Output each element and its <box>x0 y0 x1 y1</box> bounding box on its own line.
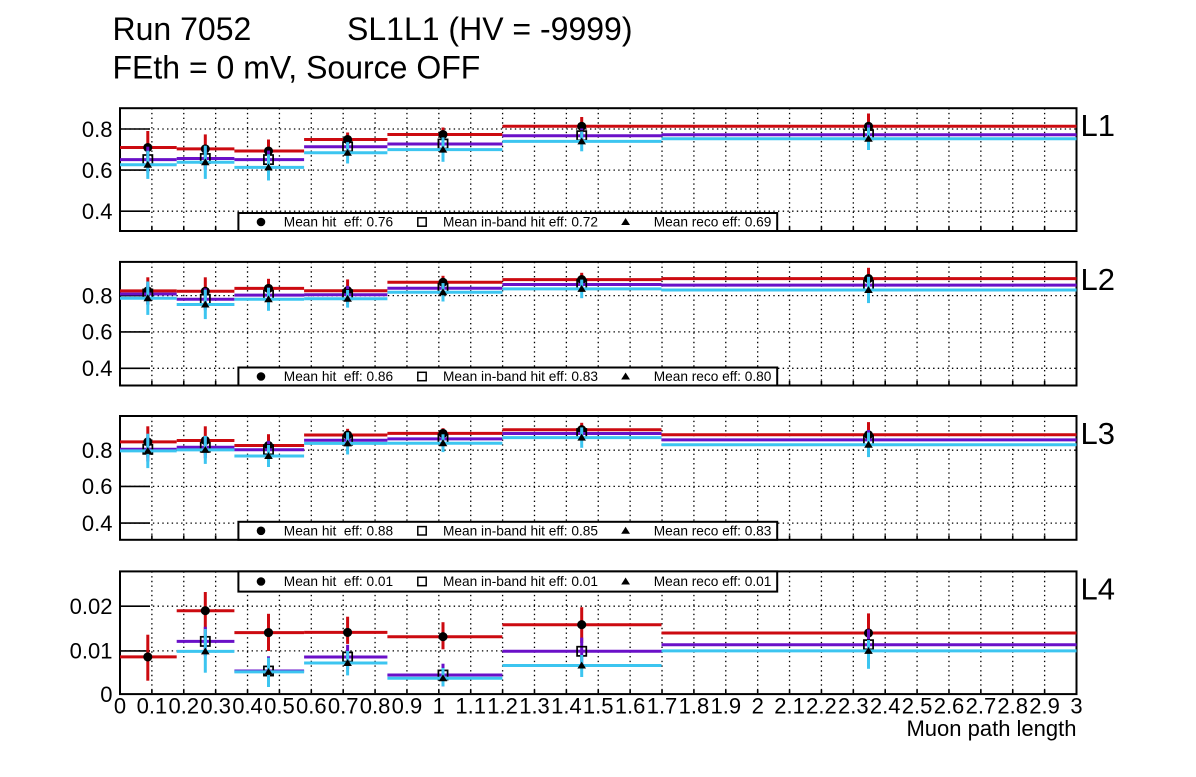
svg-text:0.02: 0.02 <box>70 594 113 619</box>
svg-text:0.8: 0.8 <box>82 117 113 142</box>
svg-text:0.4: 0.4 <box>82 199 113 224</box>
svg-text:0.6: 0.6 <box>296 694 327 719</box>
svg-text:Run 7052: Run 7052 <box>113 11 252 47</box>
svg-text:2.6: 2.6 <box>934 694 965 719</box>
svg-text:1.9: 1.9 <box>711 694 742 719</box>
svg-text:0.01: 0.01 <box>70 639 113 664</box>
svg-text:0.6: 0.6 <box>82 474 113 499</box>
svg-text:0: 0 <box>100 682 112 707</box>
svg-text:1.7: 1.7 <box>647 694 678 719</box>
svg-text:0.5: 0.5 <box>264 694 295 719</box>
svg-text:0.9: 0.9 <box>392 694 423 719</box>
svg-text:3: 3 <box>1070 694 1082 719</box>
svg-text:0.4: 0.4 <box>232 694 263 719</box>
svg-text:2.9: 2.9 <box>1029 694 1060 719</box>
svg-text:Mean in-band hit eff: 0.01: Mean in-band hit eff: 0.01 <box>443 574 598 589</box>
svg-text:Mean hit eff: 0.76: Mean hit eff: 0.76 <box>284 215 394 230</box>
svg-text:Mean reco eff: 0.80: Mean reco eff: 0.80 <box>654 369 772 384</box>
svg-text:L2: L2 <box>1081 262 1115 297</box>
svg-text:Mean in-band hit eff: 0.83: Mean in-band hit eff: 0.83 <box>443 369 598 384</box>
svg-text:Mean in-band hit eff: 0.72: Mean in-band hit eff: 0.72 <box>443 215 598 230</box>
svg-text:0.4: 0.4 <box>82 356 113 381</box>
svg-text:2.2: 2.2 <box>806 694 837 719</box>
svg-text:0.1: 0.1 <box>137 694 168 719</box>
svg-text:1.8: 1.8 <box>679 694 710 719</box>
svg-text:1.2: 1.2 <box>487 694 518 719</box>
svg-text:1.5: 1.5 <box>583 694 614 719</box>
svg-text:Mean reco eff: 0.83: Mean reco eff: 0.83 <box>654 523 772 538</box>
svg-text:2.5: 2.5 <box>902 694 933 719</box>
svg-text:Mean reco eff: 0.69: Mean reco eff: 0.69 <box>654 215 772 230</box>
svg-text:Mean hit eff: 0.01: Mean hit eff: 0.01 <box>284 574 393 589</box>
svg-text:2.1: 2.1 <box>774 694 805 719</box>
svg-text:0.8: 0.8 <box>360 694 391 719</box>
svg-text:0.2: 0.2 <box>169 694 200 719</box>
svg-text:Mean reco eff: 0.01: Mean reco eff: 0.01 <box>654 574 772 589</box>
svg-text:0.6: 0.6 <box>82 158 113 183</box>
svg-text:0: 0 <box>114 694 126 719</box>
svg-text:2.3: 2.3 <box>838 694 869 719</box>
svg-text:Muon path length: Muon path length <box>906 716 1076 741</box>
svg-text:L4: L4 <box>1081 571 1115 606</box>
svg-text:1.3: 1.3 <box>519 694 550 719</box>
svg-text:1.1: 1.1 <box>455 694 486 719</box>
svg-text:Mean hit eff: 0.86: Mean hit eff: 0.86 <box>284 369 394 384</box>
svg-text:0.4: 0.4 <box>82 511 113 536</box>
svg-text:0.6: 0.6 <box>82 320 113 345</box>
svg-text:1.4: 1.4 <box>551 694 582 719</box>
svg-text:2: 2 <box>752 694 764 719</box>
svg-text:1: 1 <box>433 694 445 719</box>
svg-text:2.7: 2.7 <box>966 694 997 719</box>
svg-text:Mean in-band hit eff: 0.85: Mean in-band hit eff: 0.85 <box>443 523 598 538</box>
svg-text:L3: L3 <box>1081 416 1115 451</box>
svg-text:L1: L1 <box>1081 108 1115 143</box>
svg-text:2.4: 2.4 <box>870 694 901 719</box>
svg-text:0.3: 0.3 <box>200 694 231 719</box>
svg-text:2.8: 2.8 <box>997 694 1028 719</box>
svg-text:SL1L1 (HV = -9999): SL1L1 (HV = -9999) <box>347 11 633 47</box>
svg-text:1.6: 1.6 <box>615 694 646 719</box>
svg-text:0.8: 0.8 <box>82 438 113 463</box>
svg-text:Mean hit eff: 0.88: Mean hit eff: 0.88 <box>284 523 394 538</box>
svg-text:FEth = 0 mV, Source OFF: FEth = 0 mV, Source OFF <box>113 50 481 86</box>
svg-text:0.8: 0.8 <box>82 283 113 308</box>
svg-text:0.7: 0.7 <box>328 694 359 719</box>
